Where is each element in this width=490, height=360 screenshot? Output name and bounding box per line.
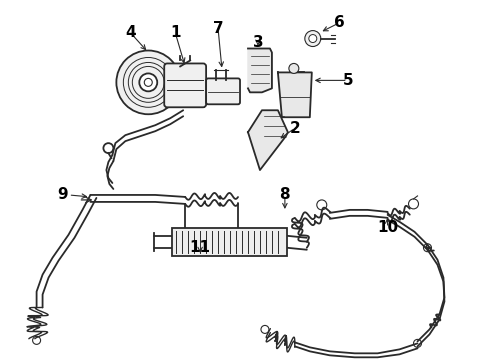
Text: 5: 5 [343,73,353,88]
Bar [172,228,287,256]
Text: 8: 8 [280,188,290,202]
Circle shape [144,78,152,86]
Circle shape [139,73,157,91]
Polygon shape [248,49,272,92]
Text: 6: 6 [334,15,345,30]
Polygon shape [278,72,312,117]
Circle shape [309,35,317,42]
Circle shape [289,63,299,73]
Text: 10: 10 [377,220,398,235]
Text: 9: 9 [57,188,68,202]
Circle shape [305,31,321,46]
Text: 3: 3 [253,35,263,50]
Polygon shape [248,110,288,170]
Text: 7: 7 [213,21,223,36]
Circle shape [116,50,180,114]
Text: 2: 2 [290,121,300,136]
Text: 4: 4 [125,25,136,40]
FancyBboxPatch shape [164,63,206,107]
FancyBboxPatch shape [206,78,240,104]
Text: 1: 1 [170,25,180,40]
Text: 11: 11 [190,240,211,255]
